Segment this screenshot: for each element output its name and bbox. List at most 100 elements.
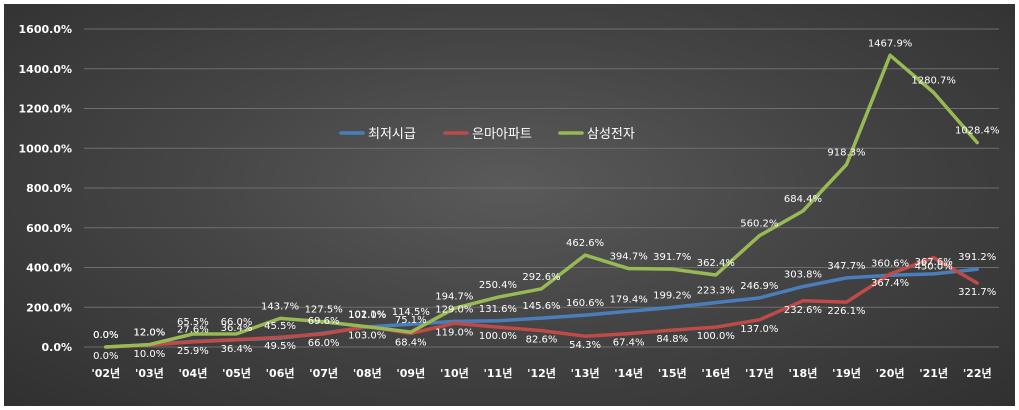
data-label: 179.4% [610, 294, 648, 305]
data-label: 292.6% [522, 272, 560, 283]
data-label: 101.0% [348, 310, 386, 321]
gridlines [84, 28, 999, 348]
x-tick-label: '14년 [614, 366, 643, 380]
series-lines [104, 53, 979, 349]
y-tick-label: 1200.0% [19, 103, 72, 116]
data-label: 82.6% [526, 335, 558, 346]
y-tick-label: 1400.0% [19, 63, 72, 76]
data-label: 68.4% [395, 337, 427, 348]
data-label: 36.4% [221, 344, 253, 355]
data-label: 560.2% [740, 219, 778, 230]
data-label: 131.6% [479, 304, 517, 315]
data-label: 119.0% [435, 327, 473, 338]
data-label: 367.4% [871, 278, 909, 289]
data-label: 367.6% [915, 257, 953, 268]
data-label: 199.2% [653, 290, 691, 301]
x-tick-label: '07년 [309, 366, 338, 380]
x-tick-label: '20년 [876, 366, 905, 380]
x-tick-label: '16년 [701, 366, 730, 380]
data-label: 27.6% [177, 325, 209, 336]
legend-label: 은마아파트 [472, 127, 532, 142]
x-tick-label: '15년 [658, 366, 687, 380]
data-label: 232.6% [784, 305, 822, 316]
y-axis-ticks: 0.0% 200.0% 400.0% 600.0% 800.0% 1000.0% 1200.… [19, 23, 72, 354]
data-label: 0.0% [93, 330, 118, 341]
data-label: 391.2% [958, 252, 996, 263]
x-tick-label: '17년 [745, 366, 774, 380]
data-label: 127.5% [305, 305, 343, 316]
data-label: 394.7% [610, 252, 648, 263]
x-tick-label: '11년 [484, 366, 513, 380]
data-label: 684.4% [784, 194, 822, 205]
data-label: 49.5% [264, 341, 296, 352]
data-label: 143.7% [261, 301, 299, 312]
legend-label: 삼성전자 [587, 127, 635, 142]
x-tick-label: '03년 [135, 366, 164, 380]
x-tick-label: '08년 [353, 366, 382, 380]
x-tick-label: '04년 [179, 366, 208, 380]
x-tick-label: '10년 [440, 366, 469, 380]
data-label: 223.3% [697, 286, 735, 297]
data-label: 137.0% [740, 324, 778, 335]
data-label: 1467.9% [868, 38, 913, 49]
data-label: 103.0% [348, 331, 386, 342]
data-label: 65.5% [177, 317, 209, 328]
data-label: 391.7% [653, 252, 691, 263]
data-label: 0.0% [93, 351, 118, 362]
x-tick-label: '13년 [571, 366, 600, 380]
data-label: 12.0% [133, 328, 165, 339]
data-label: 69.6% [308, 316, 340, 327]
legend: 최저시급 은마아파트 삼성전자 [339, 127, 635, 142]
data-label: 100.0% [697, 331, 735, 342]
line-chart: 0.0% 200.0% 400.0% 600.0% 800.0% 1000.0% 1200.… [19, 23, 1000, 380]
y-tick-label: 800.0% [26, 182, 72, 195]
y-tick-label: 600.0% [26, 222, 72, 235]
y-tick-label: 400.0% [26, 262, 72, 275]
data-label: 0.0% [93, 330, 118, 341]
data-label: 12.0% [133, 328, 165, 339]
x-tick-label: '19년 [832, 366, 861, 380]
data-label: 102.1% [348, 310, 386, 321]
data-label: 226.1% [827, 306, 865, 317]
x-tick-label: '05년 [222, 366, 251, 380]
x-tick-label: '21년 [919, 366, 948, 380]
series-line-2 [104, 255, 979, 349]
x-tick-label: '06년 [266, 366, 295, 380]
data-label: 67.4% [613, 338, 645, 349]
x-tick-label: '09년 [396, 366, 425, 380]
series-line-3 [104, 53, 979, 349]
data-label: 66.0% [221, 317, 253, 328]
data-label: 450.0% [915, 262, 953, 273]
data-label: 160.6% [566, 298, 604, 309]
data-label: 303.8% [784, 270, 822, 281]
data-label: 321.7% [958, 287, 996, 298]
data-label: 347.7% [827, 261, 865, 272]
x-axis-ticks: '02년 '03년 '04년 '05년 '06년 '07년 '08년 '09년 '10년 '11년… [91, 366, 991, 380]
data-label: 194.7% [435, 291, 473, 302]
data-label: 75.1% [395, 315, 427, 326]
x-tick-label: '22년 [963, 366, 992, 380]
data-labels: 0.0% 12.0% 27.6% 36.4% 45.5% 69.6% 101.0% 114.5… [93, 38, 999, 362]
data-label: 45.5% [264, 321, 296, 332]
y-tick-label: 1600.0% [19, 23, 72, 36]
data-label: 246.9% [740, 281, 778, 292]
chart-panel: 0.0% 200.0% 400.0% 600.0% 800.0% 1000.0% 1200.… [4, 4, 1015, 406]
x-tick-label: '12년 [527, 366, 556, 380]
legend-label: 최저시급 [368, 127, 416, 142]
data-label: 1028.4% [955, 126, 1000, 137]
x-tick-label: '02년 [91, 366, 120, 380]
data-label: 54.3% [569, 340, 601, 351]
data-label: 84.8% [656, 334, 688, 345]
data-label: 362.4% [697, 258, 735, 269]
data-label: 10.0% [133, 349, 165, 360]
y-tick-label: 200.0% [26, 301, 72, 314]
data-label: 100.0% [479, 331, 517, 342]
data-label: 129.0% [435, 304, 473, 315]
data-label: 114.5% [392, 307, 430, 318]
data-label: 25.9% [177, 346, 209, 357]
data-label: 145.6% [522, 301, 560, 312]
data-label: 918.3% [827, 147, 865, 158]
data-label: 250.4% [479, 280, 517, 291]
data-label: 66.0% [308, 338, 340, 349]
y-tick-label: 0.0% [41, 341, 72, 354]
